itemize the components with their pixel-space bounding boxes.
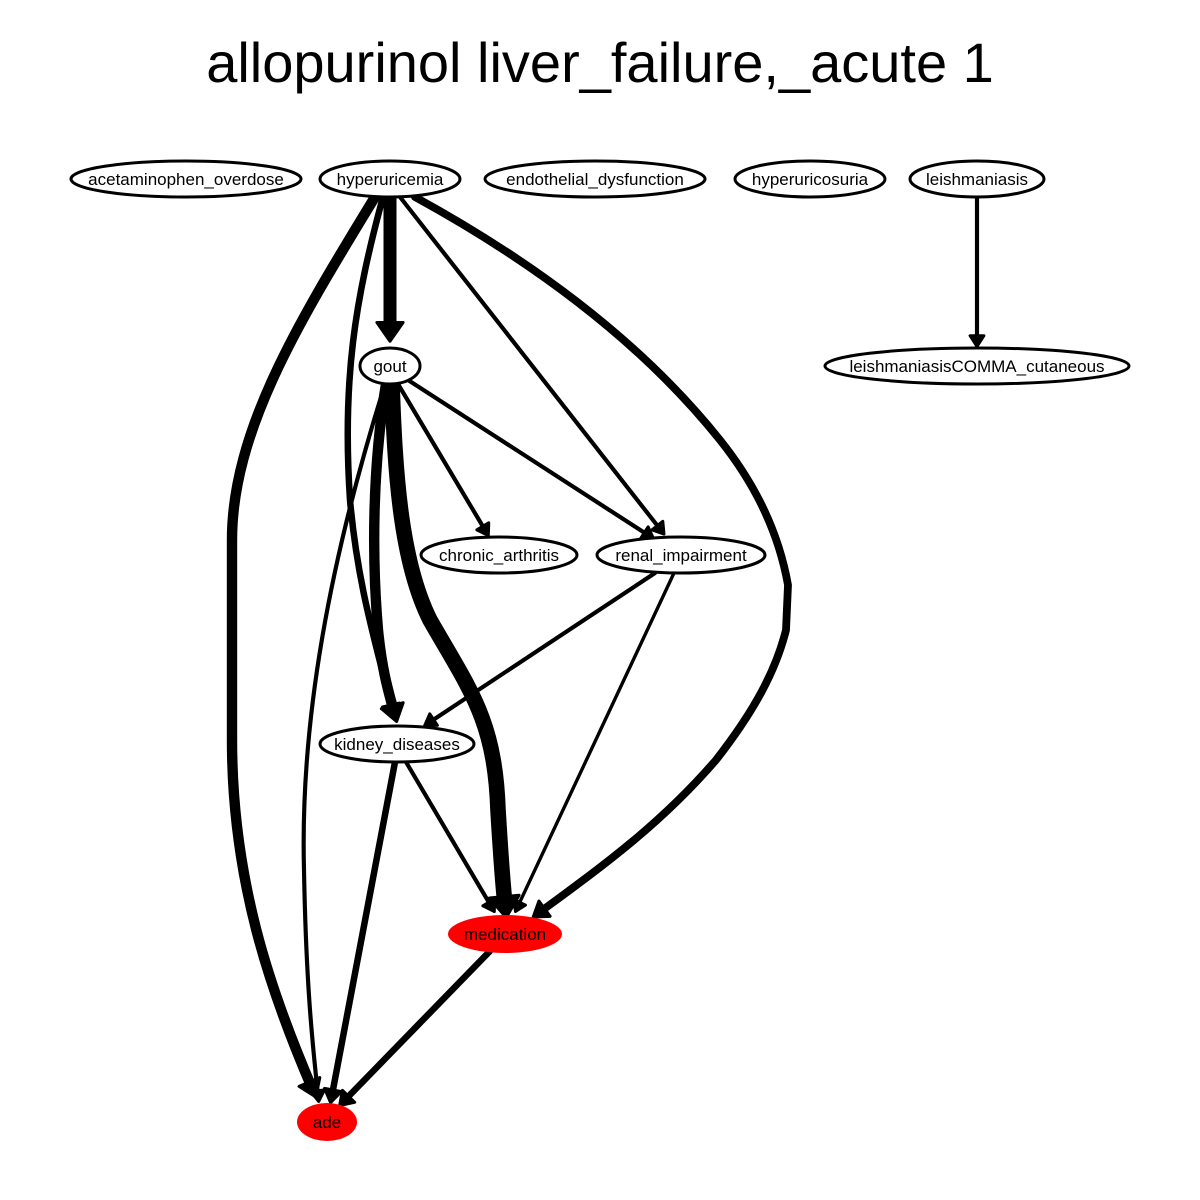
- arrowhead: [375, 321, 405, 343]
- node-label: chronic_arthritis: [439, 546, 559, 565]
- node-label: leishmaniasis: [926, 170, 1028, 189]
- node-label: endothelial_dysfunction: [506, 170, 684, 189]
- node-shape: [358, 346, 422, 386]
- node-shape: [483, 159, 707, 199]
- node-label: hyperuricemia: [337, 170, 444, 189]
- edge-hyperuricemia-to-medication: [411, 193, 792, 919]
- node-acetaminophen-overdose: acetaminophen_overdose: [69, 159, 303, 199]
- arrowhead: [338, 1088, 357, 1108]
- node-hyperuricosuria: hyperuricosuria: [733, 159, 887, 199]
- edge-kidney_diseases-to-ade: [323, 758, 399, 1105]
- node-label: acetaminophen_overdose: [88, 170, 284, 189]
- node-label: gout: [373, 357, 406, 376]
- node-label: renal_impairment: [615, 546, 747, 565]
- node-leishmaniasis: leishmaniasis: [908, 159, 1046, 199]
- arrowhead: [531, 899, 552, 919]
- edge-hyperuricemia-to-renal_impairment: [397, 194, 666, 536]
- node-shape: [908, 159, 1046, 199]
- arrowhead: [487, 893, 521, 920]
- node-label: leishmaniasisCOMMA_cutaneous: [849, 357, 1104, 376]
- edge-gout-to-chronic_arthritis: [395, 381, 491, 538]
- node-label: ade: [313, 1113, 341, 1132]
- node-gout: gout: [358, 346, 422, 386]
- node-kidney-diseases: kidney_diseases: [318, 724, 476, 764]
- arrowhead: [512, 898, 527, 913]
- edge-gout-to-ade: [301, 381, 388, 1103]
- arrowhead: [309, 1088, 326, 1103]
- edge-leishmaniasis-to-leishmaniasis_cutaneous: [968, 194, 986, 348]
- arrowhead: [379, 701, 405, 723]
- arrowhead: [323, 1086, 343, 1105]
- edge-layer: [226, 190, 986, 1108]
- arrowhead: [968, 334, 986, 348]
- node-endothelial-dysfunction: endothelial_dysfunction: [483, 159, 707, 199]
- node-shape: [318, 159, 462, 199]
- node-label: medication: [464, 925, 546, 944]
- node-shape: [595, 535, 767, 575]
- edge-medication-to-ade: [338, 947, 494, 1108]
- node-label: kidney_diseases: [334, 735, 460, 754]
- node-shape: [318, 724, 476, 764]
- graph-title: allopurinol liver_failure,_acute 1: [206, 31, 994, 94]
- node-shape: [448, 915, 562, 953]
- node-shape: [297, 1103, 357, 1141]
- node-label: hyperuricosuria: [752, 170, 869, 189]
- edge-gout-to-medication: [384, 376, 521, 920]
- node-shape: [823, 346, 1131, 386]
- edge-kidney_diseases-to-medication: [403, 759, 497, 914]
- edge-renal_impairment-to-kidney_diseases: [423, 570, 658, 728]
- node-shape: [733, 159, 887, 199]
- node-renal-impairment: renal_impairment: [595, 535, 767, 575]
- arrowhead: [481, 897, 497, 914]
- node-leishmaniasis-cutaneous: leishmaniasisCOMMA_cutaneous: [823, 346, 1131, 386]
- node-hyperuricemia: hyperuricemia: [318, 159, 462, 199]
- edge-renal_impairment-to-medication: [512, 571, 676, 913]
- arrowhead: [650, 519, 666, 536]
- node-medication: medication: [448, 915, 562, 953]
- arrowhead: [475, 521, 491, 538]
- edge-hyperuricemia-to-gout: [375, 190, 405, 343]
- node-chronic-arthritis: chronic_arthritis: [419, 535, 579, 575]
- node-shape: [69, 159, 303, 199]
- node-shape: [419, 535, 579, 575]
- node-ade: ade: [297, 1103, 357, 1141]
- arrowhead: [423, 712, 439, 728]
- edge-gout-to-kidney_diseases: [369, 378, 405, 723]
- node-layer: acetaminophen_overdose hyperuricemia endot…: [69, 159, 1131, 1141]
